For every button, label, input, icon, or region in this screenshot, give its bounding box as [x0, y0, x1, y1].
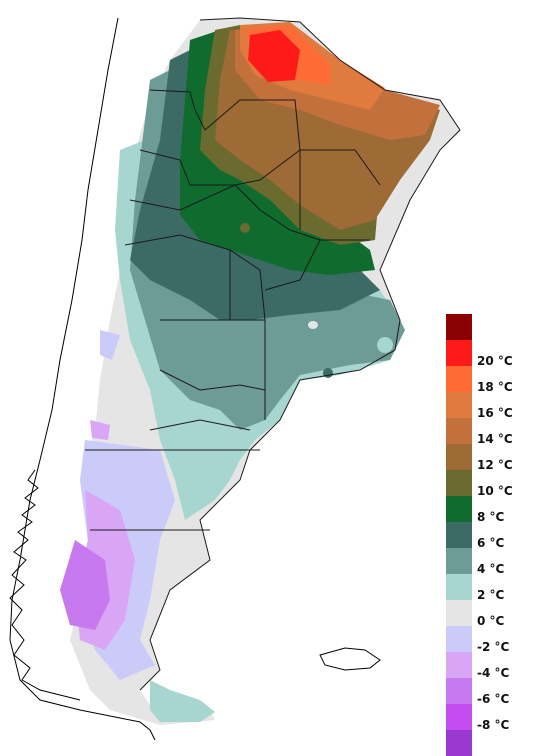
legend-swatch [446, 730, 472, 756]
legend-label: -8 °C [477, 718, 510, 732]
malvinas-islands [319, 647, 381, 671]
chile-fjords [9, 469, 81, 701]
legend-row: 2 °C [446, 574, 536, 602]
legend-row: 6 °C [446, 522, 536, 550]
chile-outline [9, 17, 156, 741]
province-borders [85, 17, 461, 691]
legend-label: 12 °C [477, 458, 513, 472]
legend-label: 18 °C [477, 380, 513, 394]
temperature-legend: 20 °C 18 °C 16 °C 14 °C 12 °C 10 °C 8 °C 6 °C 4 … [446, 314, 536, 756]
legend-label: -6 °C [477, 692, 510, 706]
legend-swatch [446, 470, 472, 496]
legend-row: 20 °C [446, 340, 536, 368]
legend-swatch [446, 600, 472, 626]
legend-label: 4 °C [477, 562, 505, 576]
zone-neg4c-west [90, 420, 110, 440]
legend-swatch [446, 652, 472, 678]
legend-swatch [446, 678, 472, 704]
legend-label: 2 °C [477, 588, 505, 602]
legend-row: 12 °C [446, 444, 536, 472]
legend-label: -4 °C [477, 666, 510, 680]
legend-swatch [446, 574, 472, 600]
legend-label: 0 °C [477, 614, 505, 628]
legend-row: -8 °C [446, 704, 536, 732]
legend-swatch [446, 548, 472, 574]
legend-swatch [446, 366, 472, 392]
warm-spot [240, 223, 250, 233]
zone-neg6c [60, 540, 110, 630]
legend-label: -2 °C [477, 640, 510, 654]
legend-swatch [446, 418, 472, 444]
legend-label: 14 °C [477, 432, 513, 446]
legend-row: 4 °C [446, 548, 536, 576]
legend-row: 10 °C [446, 470, 536, 498]
legend-swatch [446, 314, 472, 340]
legend-swatch [446, 444, 472, 470]
legend-row: 8 °C [446, 496, 536, 524]
legend-row: -6 °C [446, 678, 536, 706]
legend-swatch [446, 522, 472, 548]
legend-label: 8 °C [477, 510, 505, 524]
legend-row: 0 °C [446, 600, 536, 628]
legend-label: 16 °C [477, 406, 513, 420]
legend-row: 18 °C [446, 366, 536, 394]
legend-label: 20 °C [477, 354, 513, 368]
legend-swatch [446, 392, 472, 418]
cool-spot-east [377, 337, 393, 353]
legend-label: 10 °C [477, 484, 513, 498]
temperature-zones [60, 18, 460, 725]
legend-swatch [446, 704, 472, 730]
legend-row: 16 °C [446, 392, 536, 420]
legend-row: 14 °C [446, 418, 536, 446]
legend-label: 6 °C [477, 536, 505, 550]
legend-row: -4 °C [446, 652, 536, 680]
legend-row: -2 °C [446, 626, 536, 654]
zone-neg2c-north [100, 330, 120, 360]
cool-spot [308, 321, 318, 329]
legend-swatch [446, 626, 472, 652]
dark-spot [323, 368, 333, 378]
legend-swatch [446, 496, 472, 522]
zone-20c [248, 30, 300, 82]
tierra-del-fuego [150, 680, 215, 722]
legend-row [446, 314, 536, 340]
legend-swatch [446, 340, 472, 366]
legend-row [446, 730, 536, 756]
